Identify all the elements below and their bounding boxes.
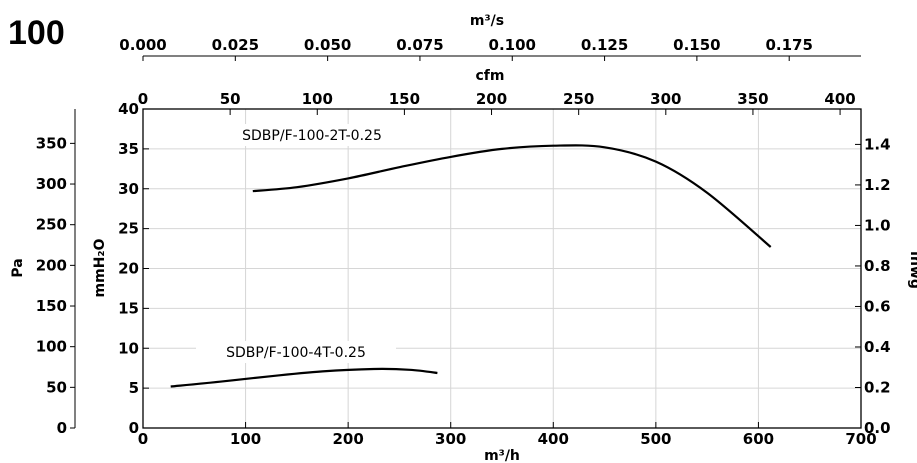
inwg-tick-label: 0.6: [864, 297, 891, 315]
pa-tick-label: 250: [36, 216, 67, 234]
series-label-bg: [196, 341, 396, 363]
series-label: SDBP/F-100-4T-0.25: [226, 345, 366, 361]
series-label-bg: [212, 124, 412, 146]
pa-tick-label: 50: [46, 378, 67, 396]
cfm-tick-label: 100: [302, 90, 333, 108]
cfm-tick-label: 400: [824, 90, 855, 108]
y-tick-label: 0: [129, 419, 139, 437]
m3s-tick-label: 0.025: [212, 36, 259, 54]
pa-tick-label: 200: [36, 256, 67, 274]
y-axis-label: mmH₂O: [92, 238, 108, 297]
x-tick-label: 500: [640, 430, 671, 448]
inwg-axis-label: inwg: [907, 251, 917, 289]
y-tick-label: 30: [118, 180, 139, 198]
inwg-tick-label: 0.8: [864, 257, 891, 275]
pa-tick-label: 300: [36, 175, 67, 193]
series-label: SDBP/F-100-2T-0.25: [242, 128, 382, 144]
y-tick-label: 20: [118, 260, 139, 278]
inwg-tick-label: 0.2: [864, 378, 891, 396]
inwg-tick-label: 1.2: [864, 176, 891, 194]
y-tick-label: 10: [118, 339, 139, 357]
pa-tick-label: 150: [36, 297, 67, 315]
y-tick-label: 35: [118, 140, 139, 158]
pa-axis-label: Pa: [10, 258, 26, 277]
pa-tick-label: 350: [36, 134, 67, 152]
y-tick-label: 40: [118, 100, 139, 118]
x-tick-label: 600: [743, 430, 774, 448]
axes-group: 0 100 200 300 400 500 600 700m³/h05101520253035…: [10, 13, 917, 463]
x-axis-label: m³/h: [484, 448, 520, 463]
y-tick-label: 15: [118, 299, 139, 317]
m3s-axis-label: m³/s: [470, 13, 504, 29]
model-number: 100: [8, 14, 65, 52]
x-tick-label: 100: [230, 430, 261, 448]
x-tick-label: 0: [138, 430, 148, 448]
m3s-tick-label: 0.100: [489, 36, 536, 54]
series-line: [252, 144, 772, 248]
inwg-tick-label: 1.4: [864, 135, 891, 153]
pa-tick-label: 0: [57, 419, 67, 437]
series-line: [170, 367, 438, 388]
x-tick-label: 200: [332, 430, 363, 448]
m3s-tick-label: 0.075: [396, 36, 443, 54]
cfm-tick-label: 50: [220, 90, 241, 108]
y-tick-label: 5: [129, 379, 139, 397]
pa-tick-label: 100: [36, 338, 67, 356]
m3s-tick-label: 0.175: [765, 36, 812, 54]
cfm-tick-label: 350: [737, 90, 768, 108]
inwg-tick-label: 1.0: [864, 216, 891, 234]
m3s-tick-label: 0.125: [581, 36, 628, 54]
x-tick-label: 700: [845, 430, 876, 448]
cfm-tick-label: 0: [138, 90, 148, 108]
cfm-axis-label: cfm: [476, 68, 505, 84]
cfm-tick-label: 250: [563, 90, 594, 108]
grid-lines: [142, 108, 862, 429]
cfm-tick-label: 150: [389, 90, 420, 108]
m3s-tick-label: 0.050: [304, 36, 351, 54]
y-tick-label: 25: [118, 220, 139, 238]
m3s-tick-label: 0.000: [119, 36, 166, 54]
inwg-tick-label: 0.0: [864, 419, 891, 437]
m3s-tick-label: 0.150: [673, 36, 720, 54]
x-tick-label: 300: [435, 430, 466, 448]
x-tick-label: 400: [538, 430, 569, 448]
inwg-tick-label: 0.4: [864, 338, 891, 356]
cfm-tick-label: 200: [476, 90, 507, 108]
series-group: SDBP/F-100-2T-0.25 SDBP/F-100-4T-0.25: [170, 124, 772, 388]
cfm-tick-label: 300: [650, 90, 681, 108]
